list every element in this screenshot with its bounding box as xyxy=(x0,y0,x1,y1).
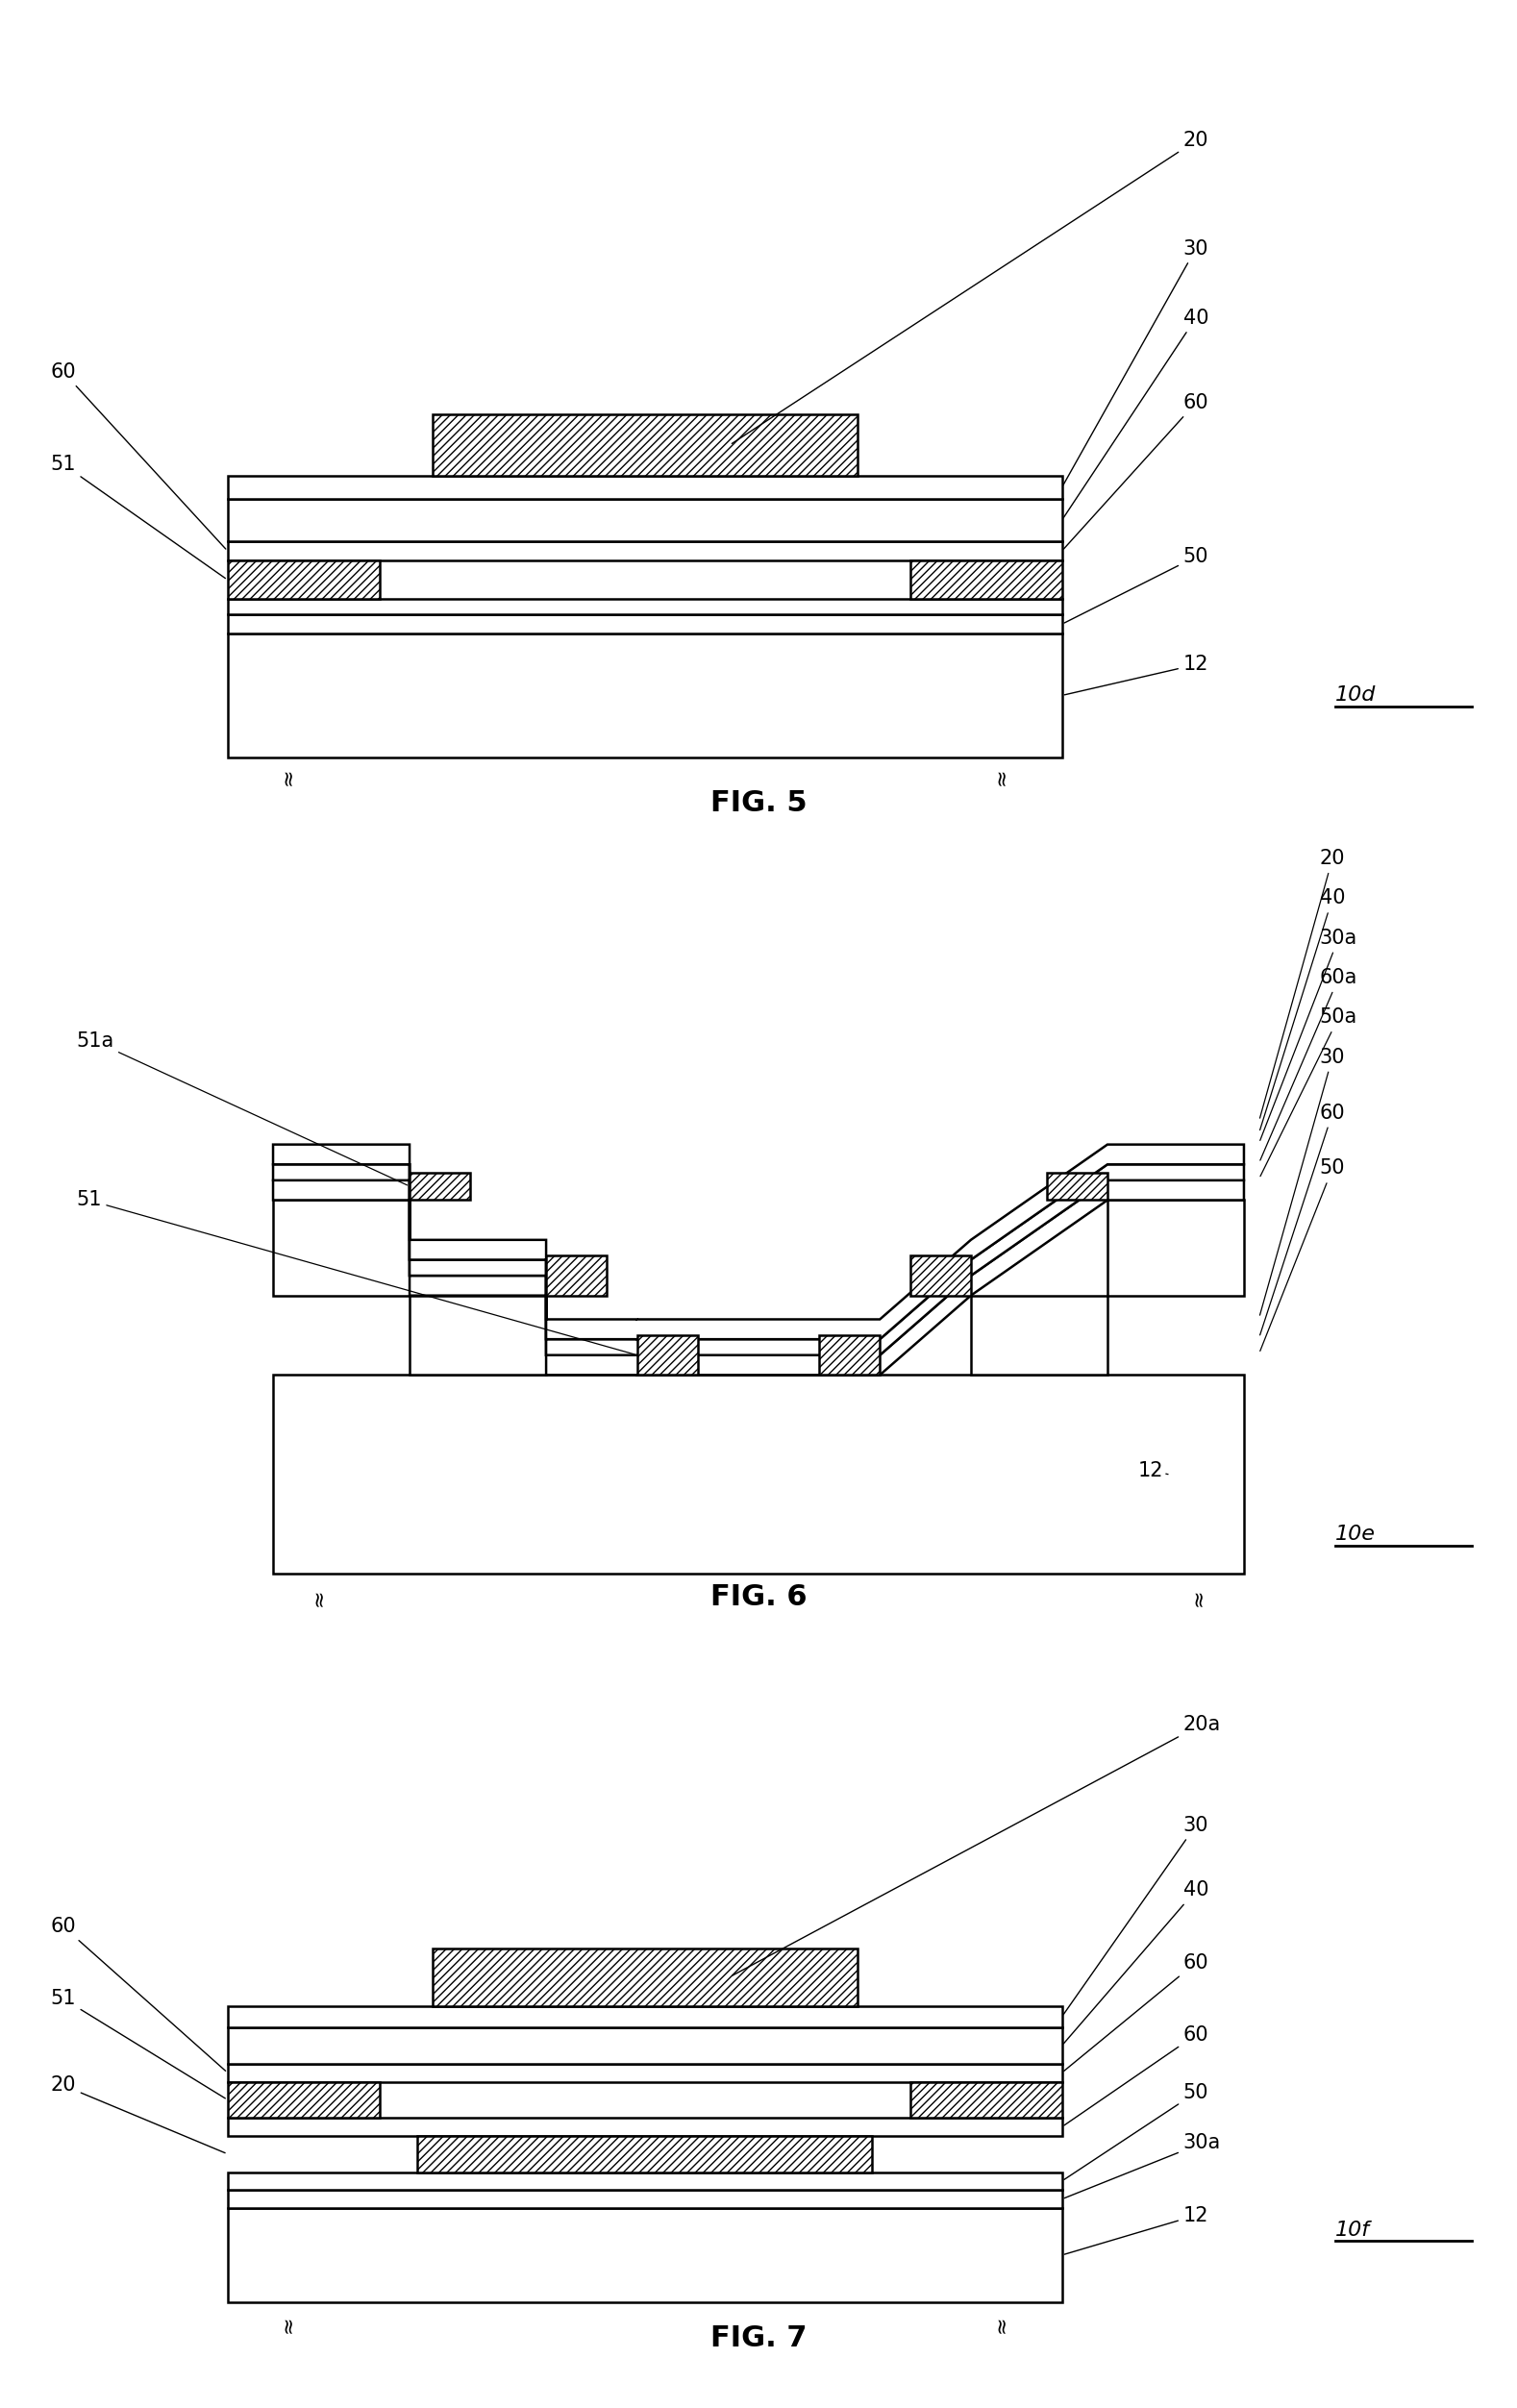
Bar xyxy=(228,2006,1062,2028)
Text: 30a: 30a xyxy=(1065,2133,1221,2199)
Text: FIG. 6: FIG. 6 xyxy=(710,1584,807,1611)
Text: 12: 12 xyxy=(1065,2206,1209,2254)
Text: 30: 30 xyxy=(1063,1816,1209,2015)
Bar xyxy=(417,2136,872,2172)
Text: 51: 51 xyxy=(76,1190,634,1353)
Text: 30a: 30a xyxy=(1261,929,1358,1141)
Bar xyxy=(228,2028,1062,2064)
Bar xyxy=(910,2081,1062,2119)
Text: 30: 30 xyxy=(1063,238,1209,484)
Bar xyxy=(228,2081,379,2119)
Text: 60: 60 xyxy=(1063,393,1209,549)
Text: 12: 12 xyxy=(1065,655,1209,696)
Text: 30: 30 xyxy=(1259,1047,1346,1315)
Text: 60: 60 xyxy=(50,361,226,549)
Text: 10f: 10f xyxy=(1335,2220,1370,2239)
Bar xyxy=(228,2119,1062,2136)
Bar xyxy=(228,542,1062,561)
Text: 12: 12 xyxy=(1138,1462,1168,1481)
Text: FIG. 5: FIG. 5 xyxy=(710,790,807,816)
Text: 60: 60 xyxy=(50,1917,226,2071)
Bar xyxy=(228,2172,1062,2191)
Text: 60: 60 xyxy=(1063,2025,1209,2126)
Bar xyxy=(910,1257,971,1296)
Bar xyxy=(410,1173,470,1199)
Bar xyxy=(228,477,1062,498)
Text: 60: 60 xyxy=(1063,1953,1209,2071)
Bar xyxy=(228,614,1062,633)
Text: 60a: 60a xyxy=(1261,968,1358,1161)
Bar xyxy=(1107,1199,1244,1296)
Bar xyxy=(910,561,1062,600)
Text: ≈: ≈ xyxy=(992,2314,1010,2333)
Text: ≈: ≈ xyxy=(1189,1589,1208,1606)
Text: 50: 50 xyxy=(1065,547,1209,624)
Text: 40: 40 xyxy=(1063,1881,1209,2044)
Bar xyxy=(273,1199,410,1296)
Text: ≈: ≈ xyxy=(992,768,1010,785)
Bar xyxy=(819,1334,880,1375)
Bar xyxy=(637,1334,698,1375)
Text: 20: 20 xyxy=(731,130,1209,443)
Bar xyxy=(273,1375,1244,1575)
Text: 20a: 20a xyxy=(733,1714,1221,1975)
Bar xyxy=(228,561,379,600)
Bar xyxy=(410,1296,546,1375)
Bar xyxy=(228,600,1062,614)
Text: 60: 60 xyxy=(1261,1103,1346,1334)
Bar xyxy=(228,633,1062,756)
Text: ≈: ≈ xyxy=(279,2314,297,2333)
Bar xyxy=(432,414,857,477)
Text: 51: 51 xyxy=(50,455,226,578)
Text: 51a: 51a xyxy=(76,1031,407,1185)
Bar xyxy=(228,498,1062,542)
Text: 50: 50 xyxy=(1063,2083,1209,2179)
Text: 10e: 10e xyxy=(1335,1524,1376,1544)
Bar xyxy=(637,1334,880,1375)
Bar xyxy=(1047,1173,1107,1199)
Bar xyxy=(228,2064,1062,2081)
Bar xyxy=(971,1296,1107,1375)
Text: ≈: ≈ xyxy=(279,768,297,785)
Text: 10d: 10d xyxy=(1335,686,1376,706)
Text: 51: 51 xyxy=(50,1989,226,2097)
Text: ≈: ≈ xyxy=(309,1589,328,1606)
Text: 50: 50 xyxy=(1261,1158,1346,1351)
Polygon shape xyxy=(273,1144,1244,1339)
Text: 50a: 50a xyxy=(1261,1009,1358,1175)
Text: FIG. 7: FIG. 7 xyxy=(710,2324,807,2353)
Polygon shape xyxy=(273,1180,1244,1375)
Bar xyxy=(228,2191,1062,2208)
Text: 20: 20 xyxy=(1259,850,1346,1117)
Text: 20: 20 xyxy=(50,2076,225,2153)
Polygon shape xyxy=(273,1165,1244,1356)
Bar xyxy=(546,1257,607,1296)
Text: 40: 40 xyxy=(1261,889,1346,1129)
Text: 40: 40 xyxy=(1063,308,1209,518)
Bar xyxy=(228,2208,1062,2302)
Bar xyxy=(432,1948,857,2006)
